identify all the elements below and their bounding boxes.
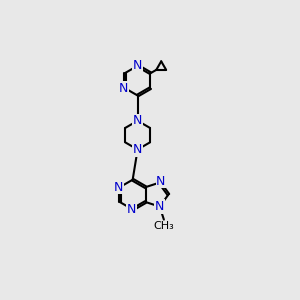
Text: N: N xyxy=(133,114,142,127)
Text: N: N xyxy=(119,82,128,94)
Text: N: N xyxy=(156,175,166,188)
Text: N: N xyxy=(155,200,164,213)
Text: N: N xyxy=(133,143,142,156)
Text: N: N xyxy=(114,181,123,194)
Text: CH₃: CH₃ xyxy=(154,221,174,231)
Text: N: N xyxy=(133,59,142,72)
Text: N: N xyxy=(127,203,136,216)
